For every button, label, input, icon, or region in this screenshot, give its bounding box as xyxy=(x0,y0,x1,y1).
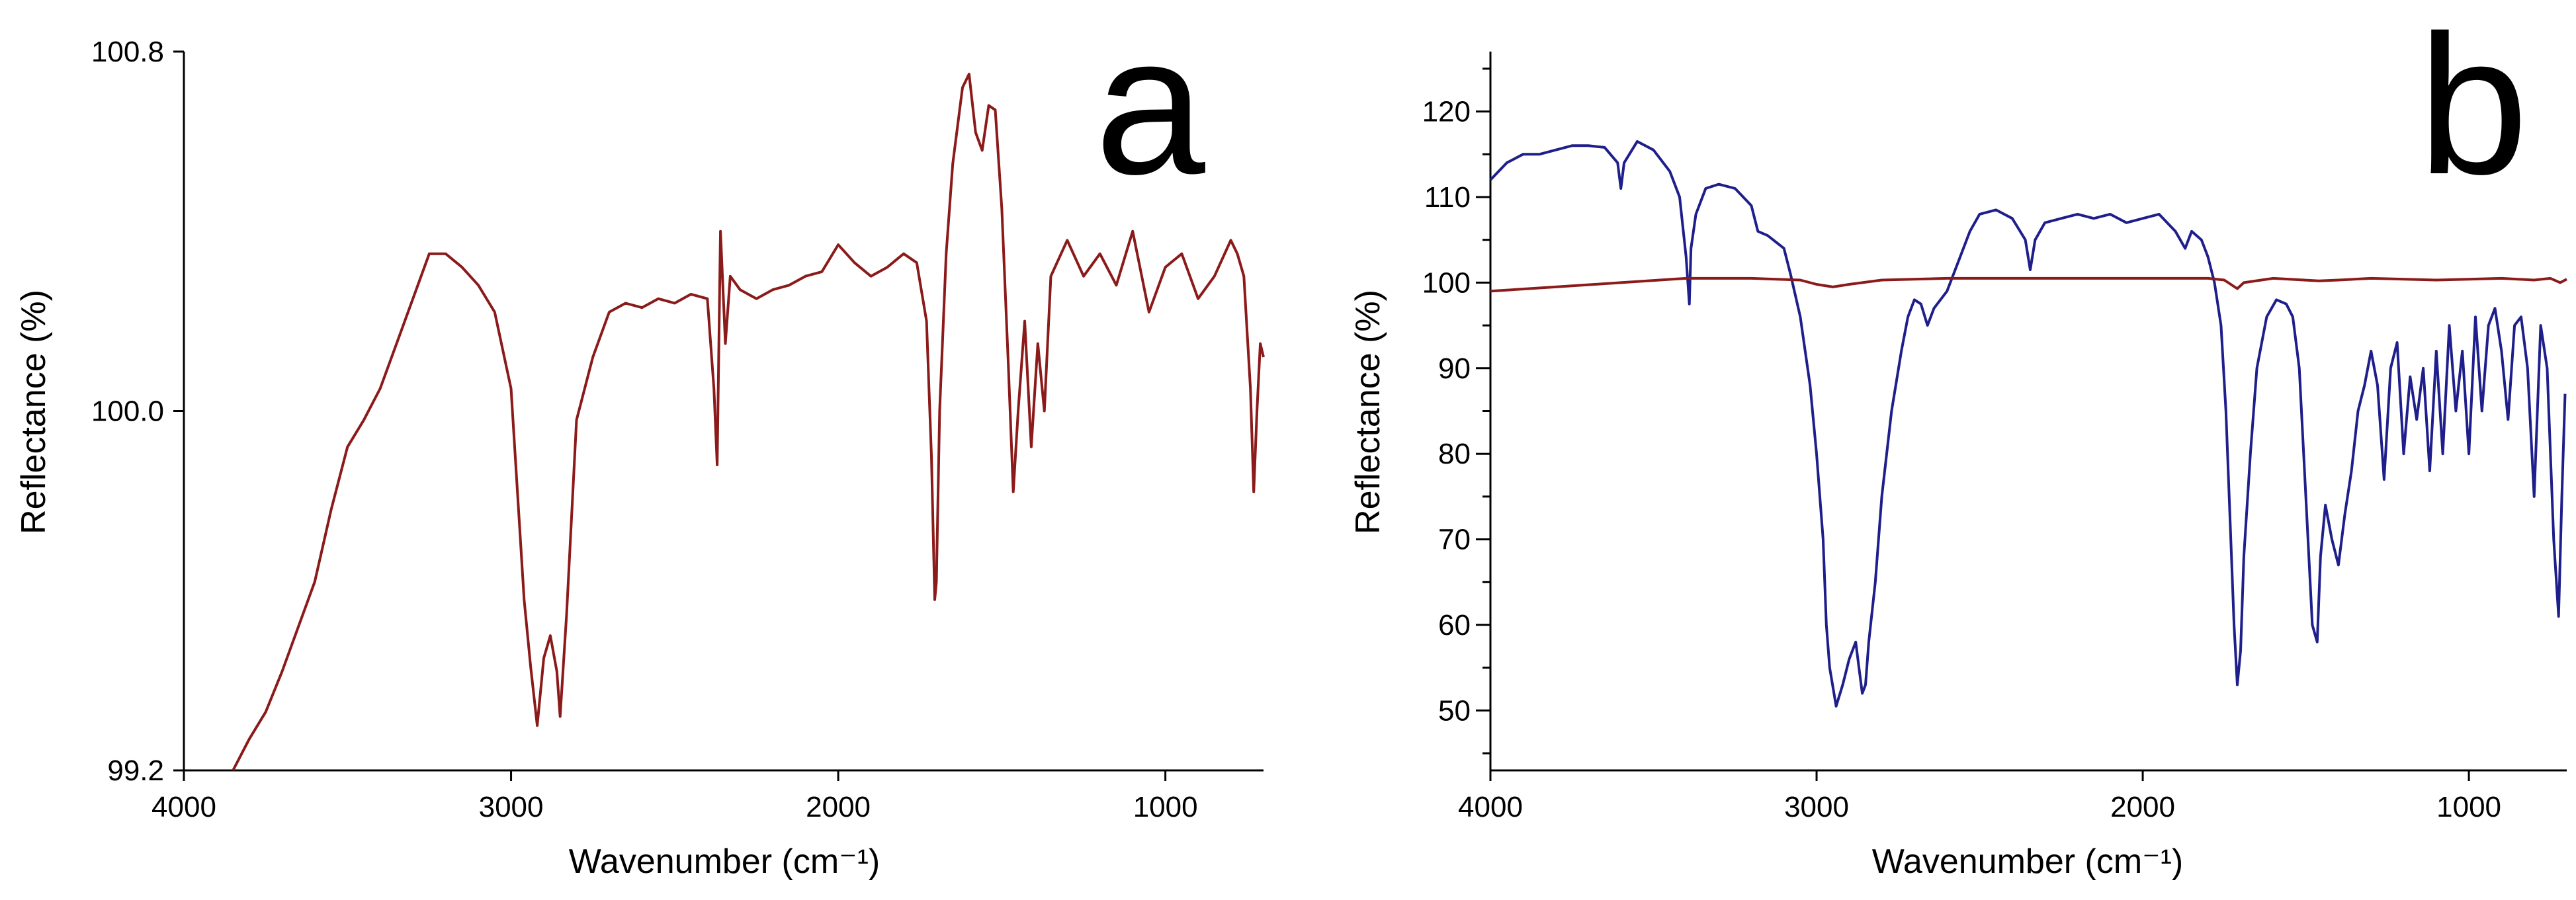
panel-a-x-axis-label: Wavenumber (cm⁻¹) xyxy=(569,842,880,881)
y-tick-label: 100 xyxy=(1422,266,1471,299)
x-tick-label: 1000 xyxy=(2436,791,2501,823)
x-tick-label: 3000 xyxy=(479,791,544,823)
y-tick-label: 90 xyxy=(1438,352,1471,385)
y-tick-label: 120 xyxy=(1422,96,1471,128)
y-tick-label: 100.0 xyxy=(91,395,164,428)
x-tick-label: 3000 xyxy=(1784,791,1849,823)
panel-a-series xyxy=(232,73,1265,771)
x-tick-label: 1000 xyxy=(1133,791,1198,823)
panel-a-axes: 99.2 100.0 100.8 4000 3000 2000 1000 xyxy=(91,36,1264,823)
panel-a-letter: a xyxy=(1095,0,1207,216)
x-tick-label: 2000 xyxy=(806,791,871,823)
y-tick-label: 60 xyxy=(1438,609,1471,641)
panel-b-axes: 50 60 70 80 90 100 110 120 4000 3000 2000 1000 xyxy=(1422,52,2567,823)
panel-b-chart: 50 60 70 80 90 100 110 120 4000 3000 2000 1000 b Wa… xyxy=(1349,0,2567,881)
panel-b-y-axis-label: Reflectance (%) xyxy=(1349,290,1387,534)
panel-a-chart: 99.2 100.0 100.8 4000 3000 2000 1000 a Wavenum… xyxy=(15,0,1265,881)
panel-b-letter: b xyxy=(2418,0,2528,216)
x-tick-label: 4000 xyxy=(1458,791,1523,823)
y-tick-label: 70 xyxy=(1438,524,1471,556)
series-line-1 xyxy=(1489,140,2567,708)
series-line-2 xyxy=(1490,276,2567,293)
series-line-1 xyxy=(232,73,1265,771)
panel-b-x-axis-label: Wavenumber (cm⁻¹) xyxy=(1872,842,2183,881)
panel-a-y-axis-label: Reflectance (%) xyxy=(15,290,53,534)
panel-b-series xyxy=(1489,140,2567,708)
y-tick-label: 80 xyxy=(1438,438,1471,470)
y-tick-label: 100.8 xyxy=(91,36,164,68)
y-tick-label: 99.2 xyxy=(107,755,164,787)
x-tick-label: 2000 xyxy=(2110,791,2175,823)
x-tick-label: 4000 xyxy=(151,791,216,823)
y-tick-label: 50 xyxy=(1438,694,1471,727)
y-tick-label: 110 xyxy=(1424,181,1471,214)
